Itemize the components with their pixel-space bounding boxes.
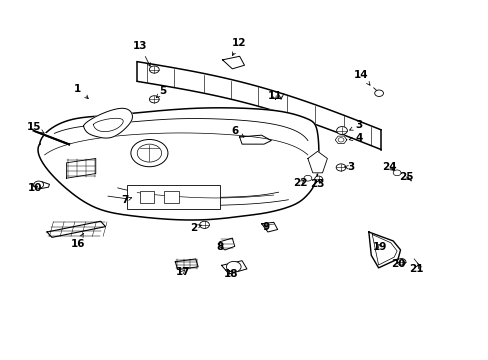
Text: 14: 14 xyxy=(353,70,369,85)
Circle shape xyxy=(142,195,149,200)
Text: 17: 17 xyxy=(175,267,190,277)
Text: 5: 5 xyxy=(156,86,166,98)
Circle shape xyxy=(226,261,241,272)
Text: 9: 9 xyxy=(263,222,269,231)
Polygon shape xyxy=(47,221,105,237)
Polygon shape xyxy=(222,56,244,69)
Circle shape xyxy=(149,66,159,73)
Polygon shape xyxy=(219,238,234,250)
Circle shape xyxy=(137,144,161,162)
Circle shape xyxy=(199,221,209,228)
Bar xyxy=(127,185,220,209)
Polygon shape xyxy=(261,222,277,232)
Text: 3: 3 xyxy=(344,162,354,172)
Text: 24: 24 xyxy=(381,162,396,172)
Polygon shape xyxy=(221,261,246,274)
Text: 7: 7 xyxy=(121,195,131,205)
Polygon shape xyxy=(38,108,318,220)
Text: 21: 21 xyxy=(408,264,423,274)
Polygon shape xyxy=(66,158,96,178)
Text: 16: 16 xyxy=(70,234,85,249)
Text: 19: 19 xyxy=(372,242,386,252)
Circle shape xyxy=(335,164,345,171)
Polygon shape xyxy=(239,135,271,144)
Circle shape xyxy=(304,175,311,181)
Circle shape xyxy=(314,176,322,182)
Polygon shape xyxy=(307,151,327,173)
Text: 15: 15 xyxy=(26,122,44,133)
Text: 12: 12 xyxy=(231,38,245,55)
Circle shape xyxy=(131,139,167,167)
Bar xyxy=(163,191,178,203)
Circle shape xyxy=(374,90,383,96)
Text: 25: 25 xyxy=(398,172,413,182)
Text: 3: 3 xyxy=(349,121,362,130)
Circle shape xyxy=(336,127,346,134)
Circle shape xyxy=(396,258,405,265)
Text: 23: 23 xyxy=(310,179,324,189)
Bar xyxy=(140,191,154,203)
Circle shape xyxy=(34,181,43,188)
Text: 1: 1 xyxy=(74,84,88,99)
Circle shape xyxy=(337,138,343,142)
Circle shape xyxy=(392,170,400,176)
Text: 20: 20 xyxy=(390,259,405,269)
Polygon shape xyxy=(175,259,198,270)
Text: 22: 22 xyxy=(293,178,307,188)
Polygon shape xyxy=(368,232,400,268)
Circle shape xyxy=(149,96,159,103)
Text: 11: 11 xyxy=(267,91,282,102)
Text: 8: 8 xyxy=(216,242,224,252)
Text: 10: 10 xyxy=(27,183,42,193)
Text: 4: 4 xyxy=(348,133,362,143)
Text: 2: 2 xyxy=(189,223,201,233)
Polygon shape xyxy=(83,108,132,138)
Polygon shape xyxy=(334,136,346,144)
Text: 18: 18 xyxy=(224,269,238,279)
Text: 6: 6 xyxy=(231,126,244,137)
Text: 13: 13 xyxy=(133,41,150,66)
Polygon shape xyxy=(32,182,49,189)
